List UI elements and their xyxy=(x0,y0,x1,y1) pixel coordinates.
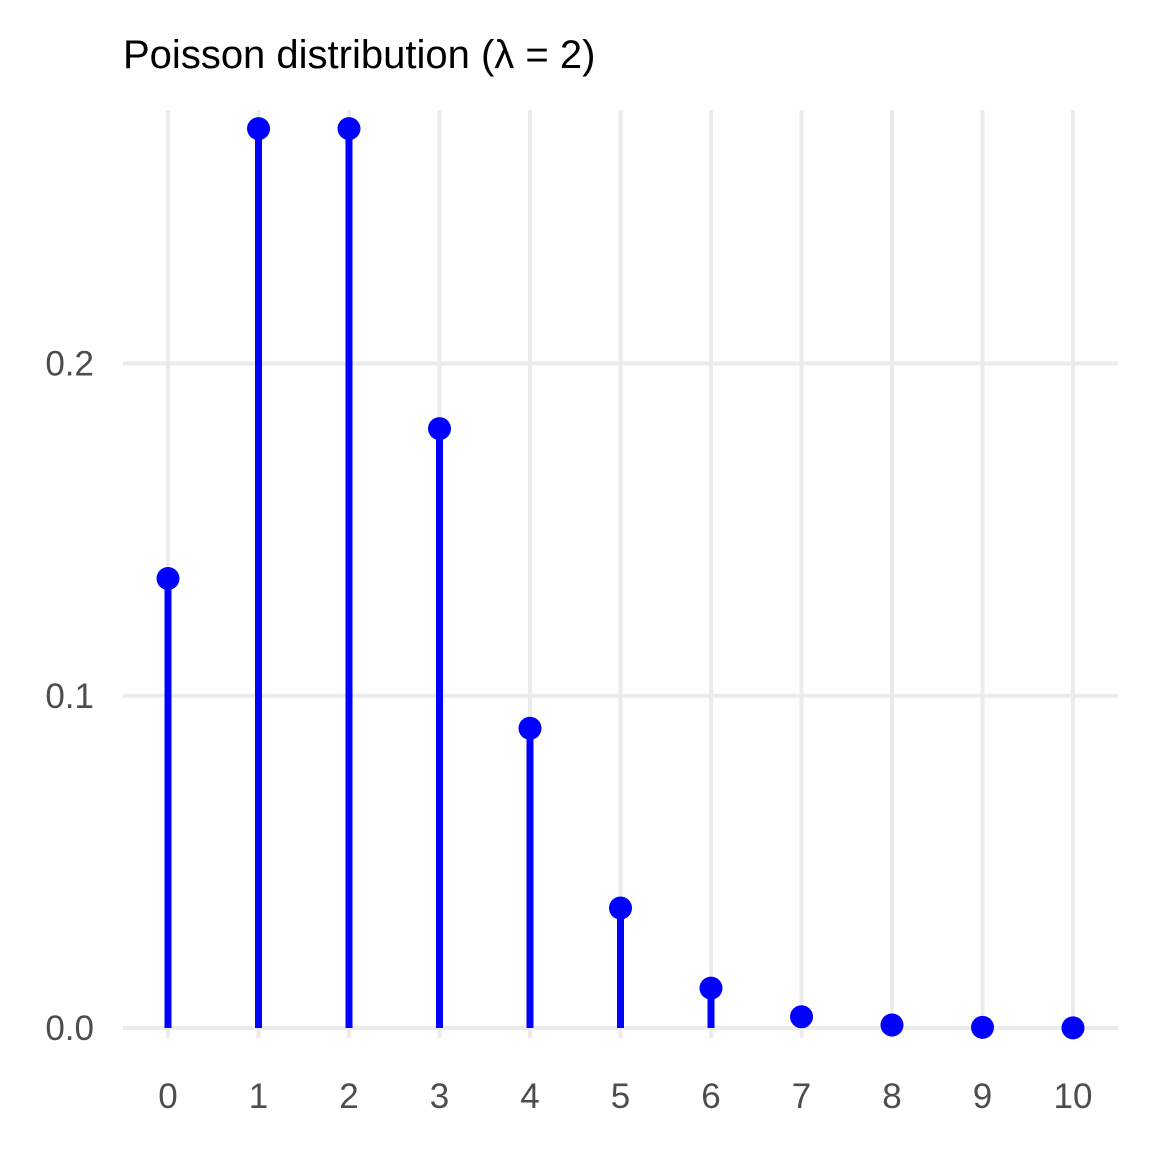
x-tick-label: 10 xyxy=(1054,1077,1093,1116)
x-tick-label: 3 xyxy=(430,1077,449,1116)
grid-layer xyxy=(123,110,1118,1038)
y-tick-label: 0.0 xyxy=(45,1009,94,1048)
point-6 xyxy=(699,976,723,1000)
x-tick-label: 0 xyxy=(158,1077,177,1116)
series-layer xyxy=(156,117,1085,1040)
x-tick-label: 4 xyxy=(520,1077,539,1116)
point-7 xyxy=(790,1005,813,1029)
axis-layer: 0 1 2 3 4 5 6 7 8 9 10 0.0 0.1 0.2 xyxy=(45,345,1092,1117)
point-1 xyxy=(247,117,270,141)
x-tick-label: 5 xyxy=(611,1077,630,1116)
x-tick-label: 2 xyxy=(339,1077,358,1116)
point-2 xyxy=(337,117,361,141)
x-tick-label: 8 xyxy=(882,1077,901,1116)
point-10 xyxy=(1061,1016,1085,1040)
point-9 xyxy=(971,1015,994,1039)
point-8 xyxy=(880,1013,904,1037)
x-tick-label: 6 xyxy=(701,1077,720,1116)
point-5 xyxy=(609,896,632,920)
x-tick-label: 1 xyxy=(249,1077,268,1116)
point-3 xyxy=(428,417,451,441)
point-0 xyxy=(156,566,180,590)
x-tick-label: 7 xyxy=(792,1077,811,1116)
x-tick-label: 9 xyxy=(973,1077,992,1116)
chart-title: Poisson distribution (λ = 2) xyxy=(123,33,595,77)
y-tick-label: 0.2 xyxy=(45,345,94,384)
point-4 xyxy=(518,716,542,740)
y-tick-label: 0.1 xyxy=(45,677,94,716)
